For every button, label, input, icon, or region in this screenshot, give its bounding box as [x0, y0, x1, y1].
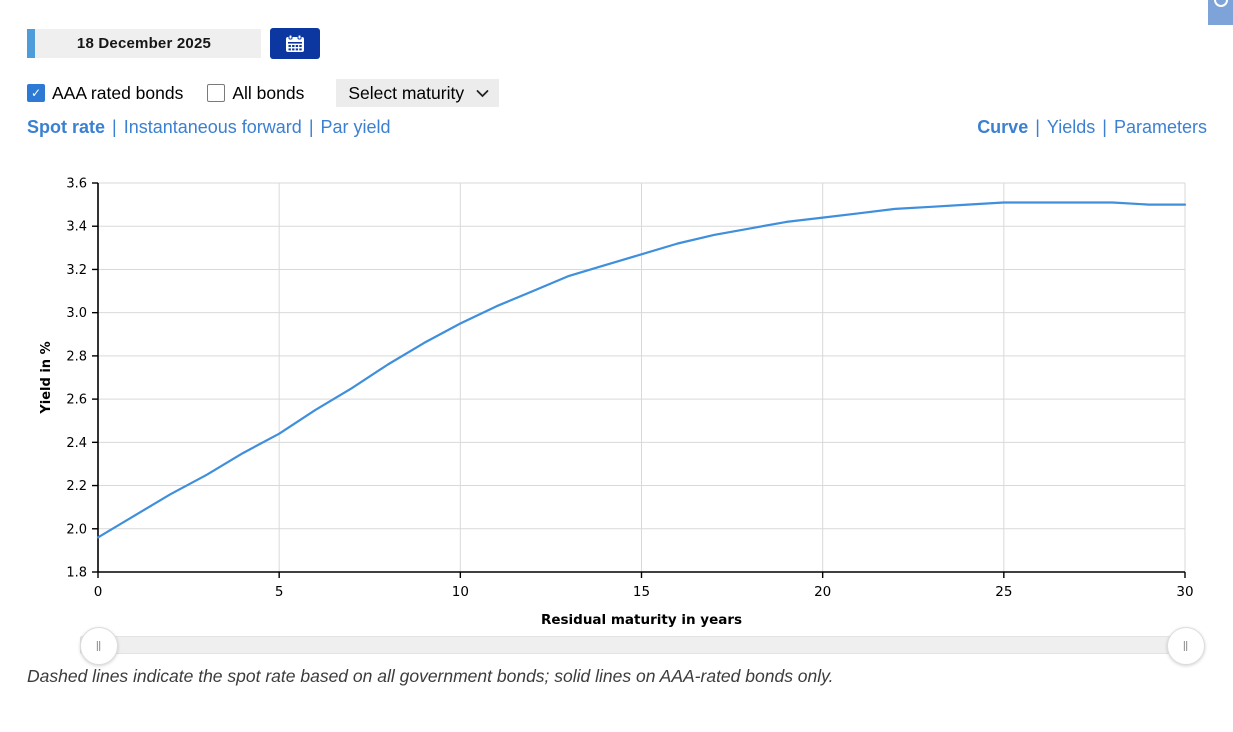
- tab-instantaneous-forward[interactable]: Instantaneous forward: [123, 117, 302, 137]
- aaa-bonds-checkbox[interactable]: ✓: [27, 84, 45, 102]
- tab-yields[interactable]: Yields: [1046, 117, 1096, 137]
- tab-separator: |: [112, 117, 117, 137]
- svg-text:1.8: 1.8: [66, 566, 87, 581]
- date-value: 18 December 2025: [76, 35, 212, 52]
- maturity-range-track[interactable]: [80, 636, 1186, 654]
- view-tabs: Curve | Yields | Parameters: [977, 117, 1207, 138]
- svg-text:15: 15: [633, 584, 650, 600]
- calendar-button[interactable]: [270, 28, 320, 59]
- grip-icon: ‖: [95, 638, 103, 654]
- svg-text:5: 5: [275, 584, 284, 600]
- svg-text:3.0: 3.0: [66, 306, 87, 321]
- svg-text:2.6: 2.6: [66, 393, 87, 408]
- chevron-down-icon: [476, 89, 489, 97]
- search-icon[interactable]: [1208, 0, 1233, 25]
- all-bonds-checkbox[interactable]: ✓: [207, 84, 226, 102]
- svg-text:0: 0: [94, 584, 103, 600]
- magnifier-glyph: [1214, 0, 1228, 7]
- svg-text:25: 25: [995, 584, 1012, 600]
- all-bonds-label[interactable]: All bonds: [232, 82, 305, 103]
- filter-row: ✓ AAA rated bonds ✓ All bonds Select mat…: [27, 79, 500, 107]
- tab-parameters[interactable]: Parameters: [1113, 117, 1207, 137]
- rate-type-tabs: Spot rate | Instantaneous forward | Par yiel…: [27, 117, 391, 138]
- svg-text:3.4: 3.4: [66, 220, 87, 235]
- date-field[interactable]: 18 December 2025: [27, 29, 261, 58]
- svg-text:2.0: 2.0: [66, 522, 87, 537]
- aaa-bonds-label[interactable]: AAA rated bonds: [52, 82, 184, 103]
- svg-text:2.8: 2.8: [66, 349, 87, 364]
- tab-separator: |: [1035, 117, 1040, 137]
- chart-footnote: Dashed lines indicate the spot rate base…: [27, 666, 834, 686]
- tab-separator: |: [1102, 117, 1107, 137]
- svg-text:20: 20: [814, 584, 831, 600]
- date-field-accent-stripe: [27, 29, 35, 58]
- tab-curve[interactable]: Curve: [977, 117, 1029, 137]
- svg-text:30: 30: [1176, 584, 1193, 600]
- svg-text:3.6: 3.6: [66, 177, 87, 192]
- svg-text:Yield in %: Yield in %: [40, 341, 54, 414]
- grip-icon: ‖: [1182, 638, 1190, 654]
- maturity-select[interactable]: Select maturity: [336, 79, 500, 107]
- range-handle-left[interactable]: ‖: [80, 627, 118, 665]
- tab-par-yield[interactable]: Par yield: [320, 117, 391, 137]
- calendar-icon: [286, 34, 304, 52]
- svg-text:Residual maturity in years: Residual maturity in years: [541, 612, 742, 628]
- svg-text:3.2: 3.2: [66, 263, 87, 278]
- range-handle-right[interactable]: ‖: [1167, 627, 1205, 665]
- yield-curve-chart: 1.8 2.0 2.2 2.4 2.6 2.8 3.0 3.2 3.4 3.6 0 5 10 15 20 25…: [40, 177, 1194, 629]
- svg-text:10: 10: [452, 584, 469, 600]
- tab-separator: |: [308, 117, 314, 137]
- tab-spot-rate[interactable]: Spot rate: [27, 117, 106, 137]
- svg-text:2.2: 2.2: [66, 479, 87, 494]
- svg-text:2.4: 2.4: [66, 436, 87, 451]
- maturity-select-value: Select maturity: [348, 82, 465, 103]
